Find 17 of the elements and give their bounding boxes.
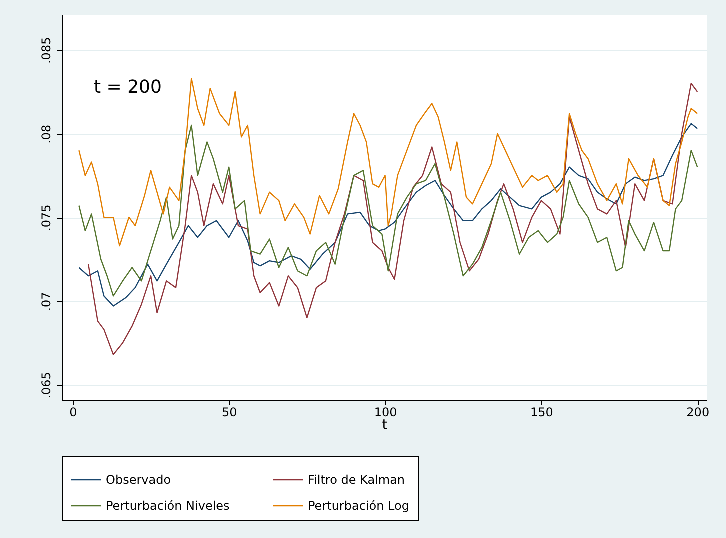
legend-label: Perturbación Niveles xyxy=(106,499,230,513)
y-tick-label: .07 xyxy=(40,292,54,312)
x-tick-label: 150 xyxy=(530,406,554,420)
y-tick-label: .065 xyxy=(40,372,54,399)
legend-label: Observado xyxy=(106,473,172,487)
legend-label: Perturbación Log xyxy=(308,499,410,513)
line-series xyxy=(78,78,698,247)
x-tick-label: 100 xyxy=(374,406,398,420)
y-tick-label: .08 xyxy=(40,124,54,144)
x-tick-label: 200 xyxy=(686,406,710,420)
annotation: t = 200 xyxy=(94,77,162,98)
x-axis-title: t xyxy=(382,418,388,434)
x-tick-label: 50 xyxy=(222,406,238,420)
y-tick-label: .085 xyxy=(40,37,54,64)
legend-label: Filtro de Kalman xyxy=(308,473,406,487)
y-tick-label: .075 xyxy=(40,204,54,232)
x-tick-label: 0 xyxy=(70,406,78,420)
